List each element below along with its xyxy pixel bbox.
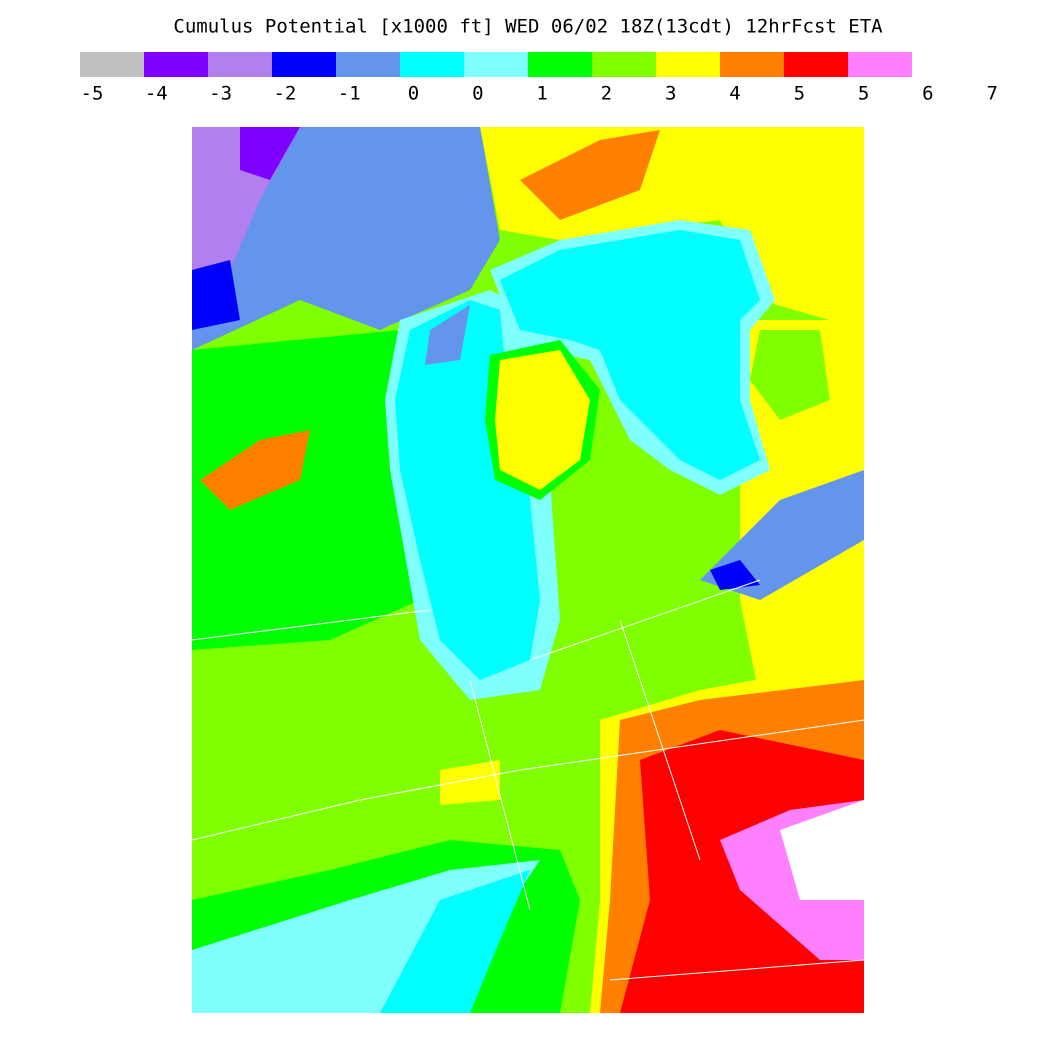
title: Cumulus Potential [x1000 ft] WED 06/02 1… — [173, 16, 883, 38]
colorbar-label: -3 — [209, 83, 232, 105]
colorbar-label: 0 — [408, 83, 419, 105]
colorbar-swatch — [848, 52, 912, 77]
colorbar-swatch — [720, 52, 784, 77]
border — [469, 679, 531, 911]
border — [529, 579, 761, 661]
colorbar-label: -4 — [145, 83, 168, 105]
region — [192, 330, 420, 650]
border — [191, 719, 865, 841]
colorbar-swatch — [464, 52, 528, 77]
region — [240, 127, 300, 180]
colorbar-label: 7 — [986, 83, 997, 105]
region — [495, 350, 590, 490]
colorbar-label: 2 — [601, 83, 612, 105]
colorbar-label: 5 — [794, 83, 805, 105]
colorbar-swatch — [144, 52, 208, 77]
region — [520, 130, 660, 220]
colorbar: -5 -4 -3 -2 -1 0 0 1 2 3 4 5 5 6 7 — [80, 52, 998, 105]
colorbar-swatch — [656, 52, 720, 77]
colorbar-label: 1 — [536, 83, 547, 105]
colorbar-label: -5 — [81, 83, 104, 105]
colorbar-label: 5 — [858, 83, 869, 105]
colorbar-label: 6 — [922, 83, 933, 105]
colorbar-label: 0 — [472, 83, 483, 105]
colorbar-swatch — [400, 52, 464, 77]
colorbar-swatch — [80, 52, 144, 77]
region — [425, 305, 470, 365]
borders — [191, 579, 865, 981]
colorbar-label: -1 — [338, 83, 361, 105]
region — [710, 560, 760, 590]
colorbar-label: 3 — [665, 83, 676, 105]
colorbar-swatch — [784, 52, 848, 77]
border — [191, 609, 431, 641]
region — [380, 870, 530, 1013]
border — [619, 619, 701, 861]
region — [780, 800, 864, 900]
colorbar-label: 4 — [729, 83, 740, 105]
border — [609, 959, 865, 981]
region — [750, 330, 830, 420]
region — [440, 760, 500, 805]
map — [191, 127, 865, 1013]
colorbar-label: -2 — [273, 83, 296, 105]
region — [192, 260, 240, 330]
colorbar-swatch — [272, 52, 336, 77]
colorbar-swatch — [336, 52, 400, 77]
lake — [500, 230, 760, 480]
colorbar-swatch — [208, 52, 272, 77]
colorbar-swatch — [592, 52, 656, 77]
region — [200, 430, 310, 510]
colorbar-swatch — [528, 52, 592, 77]
